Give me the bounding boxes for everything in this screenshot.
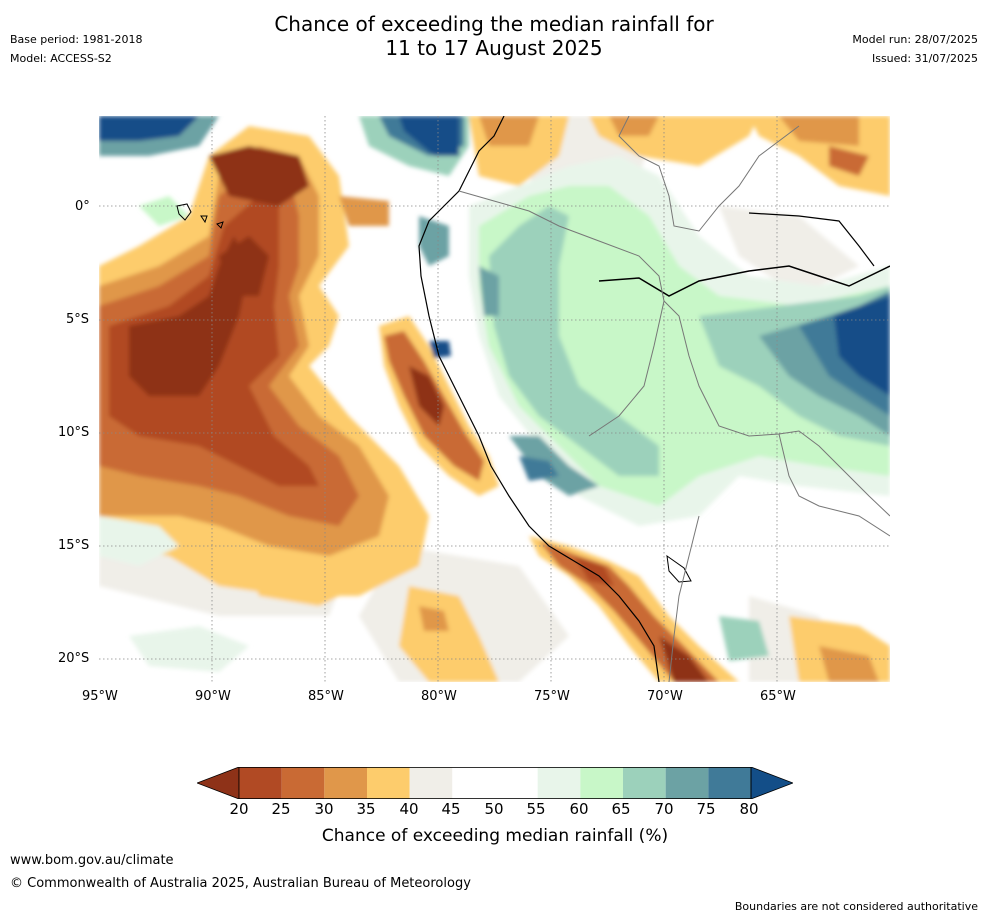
colorbar-tick: 80 [739, 800, 759, 818]
colorbar-tick: 30 [314, 800, 334, 818]
colorbar-swatch [367, 767, 410, 799]
title-line-2: 11 to 17 August 2025 [385, 36, 603, 60]
colorbar-tick: 75 [696, 800, 716, 818]
rainfall-probability-map [99, 116, 890, 682]
colorbar-tick: 65 [611, 800, 631, 818]
colorbar-frame [238, 767, 752, 800]
colorbar-tick: 40 [399, 800, 419, 818]
colorbar-swatch [281, 767, 325, 799]
colorbar-swatch [623, 767, 666, 799]
colorbar-swatch [708, 767, 751, 799]
colorbar-tick: 50 [484, 800, 504, 818]
colorbar-tick: 60 [569, 800, 589, 818]
colorbar-swatch [537, 767, 581, 799]
colorbar-swatch [409, 767, 453, 799]
lat-label-10s: 10°S [58, 425, 90, 440]
model-label: Model: ACCESS-S2 [10, 52, 112, 65]
lon-label-75w: 75°W [534, 689, 570, 704]
colorbar [195, 766, 795, 800]
colorbar-swatch [452, 767, 495, 799]
colorbar-tick: 35 [356, 800, 376, 818]
colorbar-tick: 55 [526, 800, 546, 818]
lon-label-80w: 80°W [421, 689, 457, 704]
model-run-label: Model run: 28/07/2025 [852, 33, 978, 46]
lon-label-70w: 70°W [647, 689, 683, 704]
chart-title: Chance of exceeding the median rainfall … [0, 12, 988, 60]
colorbar-tick: 25 [271, 800, 291, 818]
lon-label-90w: 90°W [195, 689, 231, 704]
colorbar-extend-high [750, 766, 795, 800]
copyright-notice: © Commonwealth of Australia 2025, Austra… [10, 876, 471, 891]
lat-label-0: 0° [75, 199, 90, 214]
colorbar-swatch [324, 767, 367, 799]
colorbar-tick: 70 [654, 800, 674, 818]
colorbar-swatch [665, 767, 709, 799]
colorbar-title: Chance of exceeding median rainfall (%) [321, 826, 669, 846]
colorbar-tick: 20 [229, 800, 249, 818]
lon-label-95w: 95°W [82, 689, 118, 704]
lat-label-20s: 20°S [58, 651, 90, 666]
base-period-label: Base period: 1981-2018 [10, 33, 143, 46]
colorbar-extend-low [195, 766, 240, 800]
colorbar-swatch [495, 767, 538, 799]
lon-label-65w: 65°W [760, 689, 796, 704]
colorbar-tick: 45 [441, 800, 461, 818]
lon-label-85w: 85°W [308, 689, 344, 704]
lat-label-5s: 5°S [66, 312, 90, 327]
title-line-1: Chance of exceeding the median rainfall … [274, 12, 714, 36]
colorbar-swatch [580, 767, 623, 799]
website-url: www.bom.gov.au/climate [10, 853, 174, 868]
colorbar-swatch [239, 767, 282, 799]
lat-label-15s: 15°S [58, 538, 90, 553]
issued-label: Issued: 31/07/2025 [871, 52, 978, 65]
boundaries-disclaimer: Boundaries are not considered authoritat… [734, 900, 978, 913]
